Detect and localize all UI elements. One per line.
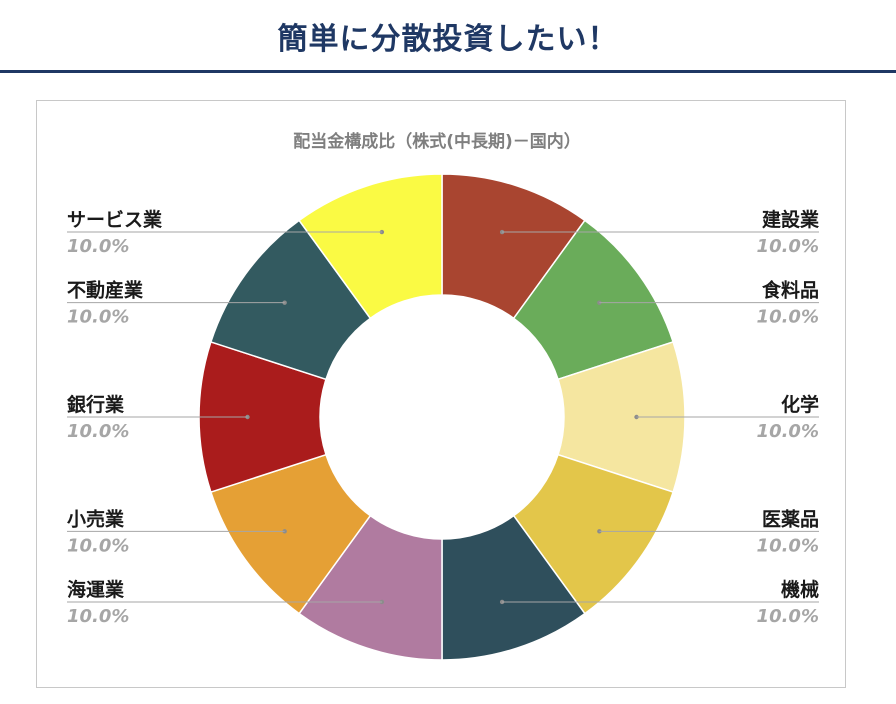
donut-chart: 配当金構成比（株式(中長期)－国内） 建設業 10.0% 食料品 10.0% 化学 10.… xyxy=(67,131,820,661)
slice-10 xyxy=(298,173,443,320)
value-label-10: 10.0% xyxy=(67,236,129,257)
category-label-9: 不動産業 xyxy=(67,279,144,302)
value-label-6: 10.0% xyxy=(67,606,129,627)
value-label-7: 10.0% xyxy=(67,535,129,556)
category-label-6: 海運業 xyxy=(67,578,125,601)
page-title: 簡単に分散投資したい！ xyxy=(277,22,619,57)
value-label-8: 10.0% xyxy=(67,421,129,442)
category-label-2: 食料品 xyxy=(762,279,819,302)
value-label-5: 10.0% xyxy=(757,606,819,627)
chart-frame: 配当金構成比（株式(中長期)－国内） 建設業 10.0% 食料品 10.0% 化学 10.… xyxy=(36,100,846,688)
category-label-8: 銀行業 xyxy=(67,393,125,416)
leader-dot-5 xyxy=(499,599,505,605)
value-label-2: 10.0% xyxy=(757,307,819,328)
value-label-1: 10.0% xyxy=(757,236,819,257)
category-label-10: サービス業 xyxy=(67,208,163,231)
chart-title: 配当金構成比（株式(中長期)－国内） xyxy=(293,131,581,152)
category-label-3: 化学 xyxy=(781,393,819,416)
value-label-4: 10.0% xyxy=(757,535,819,556)
category-label-1: 建設業 xyxy=(762,208,820,231)
value-label-3: 10.0% xyxy=(757,421,819,442)
value-label-9: 10.0% xyxy=(67,307,129,328)
leader-dot-1 xyxy=(499,229,505,235)
category-label-7: 小売業 xyxy=(67,507,125,530)
category-label-5: 機械 xyxy=(781,578,819,601)
category-label-4: 医薬品 xyxy=(762,507,819,530)
title-divider xyxy=(0,70,896,73)
